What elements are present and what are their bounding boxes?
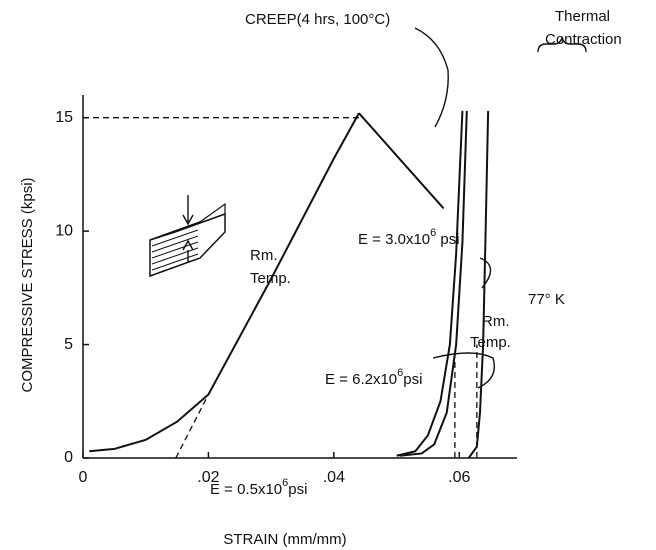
y-tick-label: 10 (55, 222, 73, 239)
annotation: Rm. (250, 247, 278, 264)
y-tick-label: 15 (55, 109, 73, 126)
annotation-part: psi (288, 481, 307, 498)
x-tick-label: .02 (197, 469, 219, 486)
y-tick-label: 5 (64, 336, 73, 353)
annotation: 77° K (528, 291, 565, 308)
annotation: Thermal (555, 8, 610, 25)
curve (469, 111, 488, 458)
chart: CREEP(4 hrs, 100°C) Thermal Contraction … (0, 0, 656, 550)
annotation-part: E = 0.5x10 (210, 481, 282, 498)
curve (359, 113, 444, 208)
curve (89, 113, 359, 451)
curve (400, 111, 467, 456)
reference-line (176, 394, 209, 458)
annotation: Temp. (470, 334, 511, 351)
leader (415, 28, 448, 127)
annotation: E = 3.0x106 psi (358, 227, 460, 248)
x-tick-label: .04 (323, 469, 345, 486)
annotation-part: E = 3.0x10 (358, 231, 430, 248)
y-axis-label: COMPRESSIVE STRESS (kpsi) (19, 177, 36, 392)
annotation-part: psi (403, 371, 422, 388)
beam-icon (150, 195, 225, 276)
x-tick-label: .06 (448, 469, 470, 486)
annotation: Rm. (482, 313, 510, 330)
leader (433, 353, 494, 388)
x-axis-label: STRAIN (mm/mm) (223, 531, 346, 548)
annotation-part: E = 6.2x10 (325, 371, 397, 388)
y-tick-label: 0 (64, 449, 73, 466)
annotation: CREEP(4 hrs, 100°C) (245, 11, 390, 28)
annotation: E = 0.5x106psi (210, 477, 307, 498)
curve (397, 111, 463, 456)
annotation: E = 6.2x106psi (325, 367, 422, 388)
x-tick-label: 0 (79, 469, 88, 486)
